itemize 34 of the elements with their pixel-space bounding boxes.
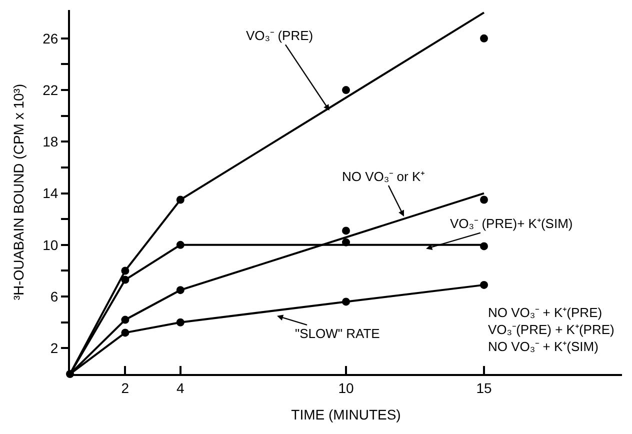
point — [342, 298, 350, 306]
y-tick-label: 22 — [42, 82, 58, 98]
point — [121, 266, 130, 275]
point — [176, 286, 184, 294]
annotation: NO VO₃⁻ + K⁺(PRE) VO₃⁻(PRE) + K⁺(PRE) NO VO₃⁻ + K⁺(SIM) — [488, 305, 614, 354]
point — [480, 34, 488, 42]
y-axis-title: ³H-OUABAIN BOUND (CPM x 10³) — [10, 84, 27, 300]
x-tick-label: 15 — [476, 380, 492, 396]
x-tick-label: 2 — [121, 380, 130, 396]
annotation: "SLOW" RATE — [295, 326, 380, 341]
point — [121, 276, 130, 284]
point — [121, 328, 130, 337]
point — [342, 226, 350, 235]
point — [480, 196, 488, 204]
point — [121, 316, 130, 324]
point — [176, 240, 184, 249]
y-tick-label: 18 — [42, 134, 58, 150]
y-tick-label: 6 — [50, 288, 58, 304]
point — [342, 86, 350, 94]
point — [480, 242, 488, 250]
y-tick-label: 2 — [50, 340, 58, 356]
point — [176, 318, 184, 326]
point — [480, 280, 488, 289]
point — [176, 196, 184, 204]
x-tick-label: 4 — [176, 380, 184, 396]
annotation: VO₃⁻ (PRE) — [246, 28, 314, 43]
x-tick-label: 10 — [338, 380, 354, 396]
y-tick-label: 14 — [42, 185, 58, 202]
x-axis-title: TIME (MINUTES) — [291, 406, 401, 423]
y-tick-label: 26 — [42, 30, 58, 46]
y-tick-label: 10 — [42, 236, 58, 253]
point — [342, 238, 350, 246]
annotation: VO₃⁻ (PRE)+ K⁺(SIM) — [450, 216, 573, 231]
annotation: NO VO₃⁻ or K⁺ — [342, 169, 425, 184]
